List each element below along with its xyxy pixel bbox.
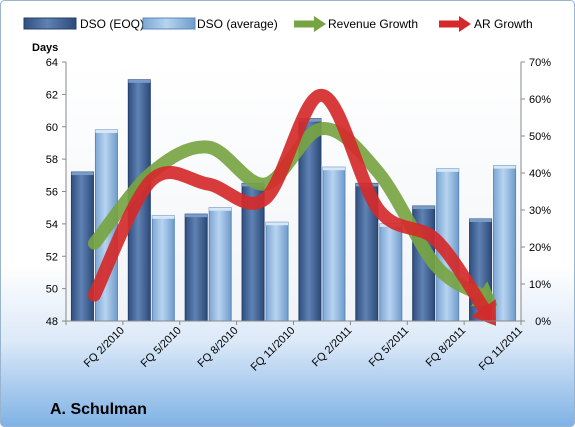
y-left-tick-label: 58: [46, 154, 58, 166]
bar-dso-average: [151, 215, 175, 322]
bar-dso-average: [208, 207, 232, 322]
bar-top-highlight: [436, 168, 459, 172]
y-right-tick-label: 50%: [529, 131, 551, 143]
bar-top-highlight: [266, 222, 289, 226]
bar-top-highlight: [412, 206, 435, 210]
bar-top-highlight: [469, 219, 492, 223]
bar-dso-average: [493, 165, 517, 322]
bar-dso-average: [379, 223, 403, 322]
y-left-tick-label: 50: [46, 284, 58, 296]
legend-swatch-dso-eoq: [23, 17, 77, 30]
y-right-tick-label: 0%: [535, 316, 551, 328]
y-left-tick-label: 56: [46, 187, 58, 199]
ar-growth-line: [87, 88, 492, 317]
y-right-tick-label: 40%: [529, 168, 551, 180]
legend-label-revenue-growth: Revenue Growth: [328, 17, 418, 31]
y-right-tick-label: 70%: [529, 57, 551, 69]
bar-top-highlight: [298, 118, 321, 122]
ar-growth-arrowhead: [471, 299, 496, 326]
y-left-tick-label: 62: [46, 89, 58, 101]
y-right-tick-label: 20%: [529, 242, 551, 254]
legend-swatch-dso-average: [142, 17, 196, 30]
y-left-tick-label: 60: [46, 122, 58, 134]
y-left-tick-label: 54: [46, 219, 58, 231]
y-axis-title: Days: [32, 42, 58, 54]
y-right-tick-label: 30%: [529, 205, 551, 217]
legend-arrowhead-revenue-growth: [314, 16, 326, 32]
bar-top-highlight: [71, 172, 94, 176]
y-right-tick-label: 10%: [529, 279, 551, 291]
y-left-tick-label: 64: [46, 57, 58, 69]
legend-label-dso-eoq: DSO (EOQ): [80, 17, 144, 31]
bar-top-highlight: [95, 129, 118, 133]
legend-label-dso-average: DSO (average): [197, 17, 278, 31]
bar-top-highlight: [322, 167, 345, 171]
bar-dso-average: [322, 166, 346, 322]
legend-arrowhead-ar-growth: [459, 16, 471, 32]
bar-top-highlight: [493, 165, 516, 169]
bar-dso-average: [265, 221, 289, 322]
bar-dso-eoq: [184, 213, 208, 322]
bar-top-highlight: [209, 207, 232, 211]
bar-top-highlight: [128, 79, 151, 83]
legend-label-ar-growth: AR Growth: [474, 17, 533, 31]
y-left-tick-label: 48: [46, 316, 58, 328]
y-left-tick-label: 52: [46, 251, 58, 263]
bar-top-highlight: [152, 215, 175, 219]
bar-top-highlight: [185, 214, 208, 218]
footer-title: A. Schulman: [50, 401, 147, 418]
y-right-tick-label: 60%: [529, 94, 551, 106]
